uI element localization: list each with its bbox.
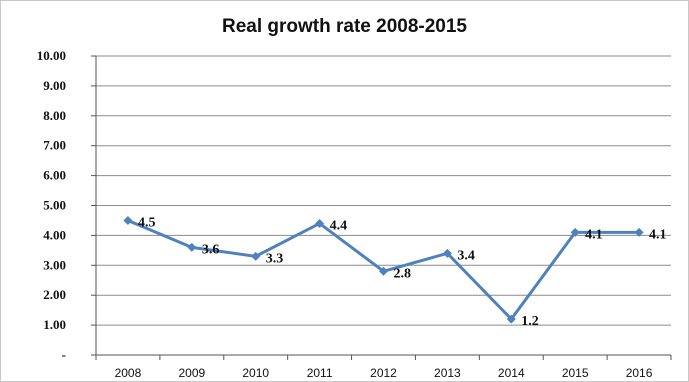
y-tick-labels: - 1.00 2.00 3.00 4.00 5.00 6.00 7.00 8.00 9.00 10.… xyxy=(37,48,66,362)
chart-title: Real growth rate 2008-2015 xyxy=(221,16,467,37)
data-label: 4.5 xyxy=(138,215,156,230)
y-tick-label: 1.00 xyxy=(43,317,66,332)
x-tick-label: 2011 xyxy=(307,366,333,380)
y-tick-label: 8.00 xyxy=(43,108,66,123)
data-label: 3.3 xyxy=(266,251,284,266)
y-tick-label: 6.00 xyxy=(43,168,66,183)
x-tick-label: 2016 xyxy=(626,366,653,380)
axes xyxy=(91,55,672,360)
data-point xyxy=(506,314,516,324)
data-label: 4.4 xyxy=(330,218,348,233)
y-tick-label: 7.00 xyxy=(43,138,66,153)
data-point xyxy=(187,242,197,252)
x-tick-label: 2015 xyxy=(562,366,589,380)
series-line-group xyxy=(123,215,644,324)
x-tick-label: 2012 xyxy=(370,366,397,380)
y-tick-label: 10.00 xyxy=(37,48,66,63)
y-tick-label: 5.00 xyxy=(43,198,66,213)
data-point xyxy=(570,227,580,237)
data-label: 2.8 xyxy=(394,266,412,281)
y-tick-label: 2.00 xyxy=(43,287,66,302)
x-tick-label: 2013 xyxy=(434,366,461,380)
gridlines xyxy=(96,55,671,326)
y-tick-label: 9.00 xyxy=(43,78,66,93)
data-point xyxy=(379,266,388,276)
data-label: 3.6 xyxy=(202,242,220,257)
data-point xyxy=(634,227,644,237)
x-tick-label: 2010 xyxy=(242,366,269,380)
data-point xyxy=(251,251,261,261)
x-tick-label: 2008 xyxy=(115,366,142,380)
data-label: 4.1 xyxy=(585,227,603,242)
data-label: 1.2 xyxy=(521,314,539,329)
y-tick-label: 3.00 xyxy=(43,257,66,272)
x-tick-labels: 2008 2009 2010 2011 2012 2013 2014 2015 2016 xyxy=(115,366,653,380)
data-label: 3.4 xyxy=(457,248,475,263)
y-tick-label: 4.00 xyxy=(43,227,66,242)
data-label: 4.1 xyxy=(649,227,667,242)
data-point xyxy=(315,218,325,228)
data-point xyxy=(442,248,452,258)
x-tick-label: 2009 xyxy=(178,366,205,380)
data-point xyxy=(123,215,133,225)
y-tick-label: - xyxy=(62,347,66,362)
x-tick-label: 2014 xyxy=(498,366,525,380)
data-labels: 4.5 3.6 3.3 4.4 2.8 3.4 1.2 4.1 4.1 xyxy=(138,215,667,329)
